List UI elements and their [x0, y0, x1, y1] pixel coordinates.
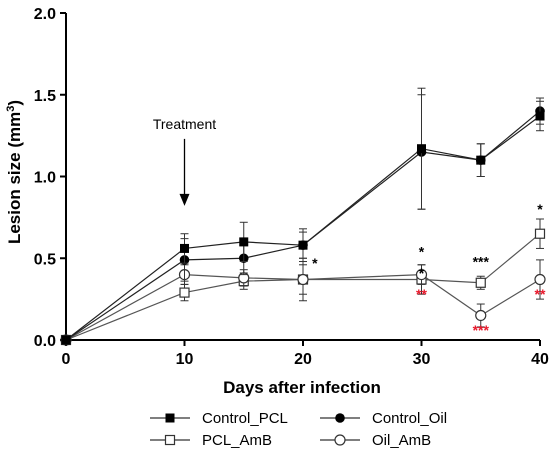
- legend-label: Control_Oil: [372, 410, 447, 427]
- data-point-square: [61, 335, 71, 345]
- data-point-open-circle: [334, 434, 346, 446]
- y-axis-title-sup: 3: [5, 106, 17, 112]
- series-control-pcl: [61, 87, 545, 345]
- data-point-square: [476, 155, 486, 165]
- legend-item-oil-amb: Oil_AmB: [320, 432, 431, 449]
- series-line: [65, 110, 541, 341]
- annotation-layer: Treatment**************: [153, 116, 546, 338]
- x-tick-label: 30: [413, 351, 431, 368]
- legend-label: PCL_AmB: [202, 432, 272, 449]
- significance-marker: ***: [473, 253, 490, 269]
- data-point-open-circle: [415, 269, 428, 281]
- legend: Control_PCL Control_Oil PCL_AmB Oil_AmB: [150, 410, 447, 449]
- data-point-open-circle: [475, 309, 487, 322]
- y-tick-label: 0.0: [34, 333, 56, 350]
- legend-item-pcl-amb: PCL_AmB: [150, 432, 272, 449]
- y-tick-label: 1.5: [34, 88, 56, 105]
- significance-marker: *: [312, 255, 318, 271]
- data-point-open-square: [179, 287, 190, 298]
- data-point-square: [417, 144, 426, 154]
- significance-marker: ***: [473, 322, 490, 338]
- data-point-square: [165, 413, 175, 423]
- significance-marker: *: [419, 265, 425, 281]
- significance-marker: **: [416, 286, 427, 302]
- legend-item-control-oil: Control_Oil: [320, 410, 447, 427]
- data-point-square: [298, 240, 308, 250]
- data-point-open-circle: [297, 273, 309, 286]
- data-point-open-square: [164, 434, 176, 446]
- series-line: [65, 115, 541, 341]
- series-control-oil: [61, 94, 545, 345]
- data-point-circle: [335, 413, 345, 423]
- treatment-label: Treatment: [153, 116, 216, 132]
- y-axis-title: Lesion size (mm3): [5, 100, 24, 244]
- data-point-open-square: [534, 228, 546, 239]
- legend-label: Control_PCL: [202, 410, 288, 427]
- significance-marker: **: [535, 286, 546, 302]
- data-point-open-circle: [534, 273, 546, 286]
- y-axis-title-end: ): [5, 100, 24, 106]
- data-point-open-square: [475, 277, 486, 288]
- series-layer: [60, 87, 546, 346]
- x-tick-label: 0: [62, 351, 71, 368]
- significance-marker: *: [537, 201, 543, 217]
- data-point-square: [239, 237, 249, 247]
- significance-marker: *: [419, 244, 425, 260]
- x-tick-label: 20: [294, 351, 312, 368]
- data-point-square: [535, 111, 545, 121]
- data-point-square: [180, 243, 189, 253]
- axes: 0 10 20 30 40 0.0 0.5 1.0 1.5 2.0: [34, 6, 549, 368]
- y-tick-label: 1.0: [34, 170, 56, 187]
- x-tick-label: 10: [176, 351, 194, 368]
- x-tick-label: 40: [531, 351, 549, 368]
- legend-label: Oil_AmB: [372, 432, 431, 449]
- y-tick-label: 0.5: [34, 251, 56, 268]
- legend-item-control-pcl: Control_PCL: [150, 410, 288, 427]
- y-axis-title-main: Lesion size (mm: [5, 112, 24, 244]
- treatment-arrow-head: [179, 193, 190, 206]
- y-tick-label: 2.0: [34, 6, 56, 23]
- x-axis-title: Days after infection: [223, 378, 381, 397]
